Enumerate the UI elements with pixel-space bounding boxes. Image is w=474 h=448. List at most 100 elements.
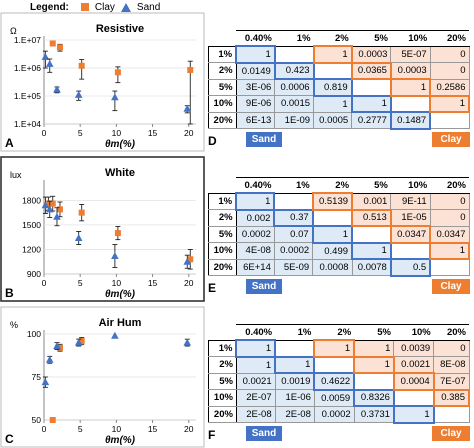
pvalue-cell: 1 <box>429 94 470 113</box>
pvalue-cell: 0.001 <box>351 192 392 210</box>
chart-panel-air-hum: Air Hum% 50 75 100 0 5 10 15 20 θm(%) C <box>0 306 205 448</box>
pvalue-cell: 2E-08 <box>235 405 276 423</box>
pvalue-table: 0.40% 1% 2% 5% 10% 20% 1% 1 1 1 0.0039 0 2% 1 1 1 0.0021… <box>208 324 471 424</box>
pvalue-cell: 0.819 <box>312 78 353 97</box>
row-header: 10% <box>208 389 237 407</box>
pvalue-cell: 0.0003 <box>390 62 431 80</box>
y-axis-label: lux <box>10 170 22 180</box>
column-header: 10% <box>390 30 431 47</box>
sand-tag: Sand <box>246 425 282 441</box>
pvalue-cell <box>390 95 431 113</box>
pvalue-cell: 1 <box>353 339 395 357</box>
pvalue-cell <box>273 192 314 210</box>
pvalue-cell: 1 <box>311 225 354 244</box>
pvalue-cell: 0.0021 <box>393 356 435 374</box>
column-header: 5% <box>351 30 391 47</box>
pvalue-cell: 0.0015 <box>274 95 315 113</box>
column-header: 0.40% <box>236 324 276 341</box>
pvalue-cell: 0.0004 <box>392 372 435 391</box>
y-tick-label: 1.E+06 <box>14 63 41 73</box>
pvalue-cell: 1 <box>429 241 470 260</box>
pvalue-cell: 1 <box>235 192 276 211</box>
pvalue-cell: 2E-08 <box>274 405 315 423</box>
row-header: 2% <box>208 356 237 374</box>
pvalue-cell: 0 <box>429 62 470 80</box>
table-row: 1% 1 0.5139 0.001 9E-11 0 <box>208 192 470 211</box>
pvalue-cell: 1 <box>350 94 392 113</box>
x-tick-label: 20 <box>184 424 194 434</box>
row-header: 5% <box>208 372 237 390</box>
pvalue-cell: 0.0365 <box>350 61 392 80</box>
y-tick-label: 1.E+05 <box>14 91 41 101</box>
column-header: 0.40% <box>236 30 275 47</box>
table-row: 5% 0.0021 0.0019 0.4622 0.0004 7E-07 <box>208 372 470 391</box>
row-header: 10% <box>208 242 237 260</box>
pvalue-cell: 3E-06 <box>235 78 276 96</box>
pvalue-cell: 0.3731 <box>353 405 395 423</box>
y-tick-label: 1800 <box>22 195 41 205</box>
sand-point <box>183 338 192 346</box>
chart-title: Resistive <box>96 23 144 35</box>
pvalue-cell: 0.385 <box>432 388 471 407</box>
column-header: 5% <box>354 324 394 341</box>
pvalue-cell: 0.0021 <box>235 372 276 390</box>
pvalue-cell: 1 <box>235 356 276 374</box>
pvalue-cell <box>433 405 470 423</box>
row-header: 20% <box>208 258 237 276</box>
sand-point <box>41 201 50 209</box>
sand-tag: Sand <box>246 278 282 294</box>
x-tick-label: 0 <box>42 128 47 138</box>
sand-point <box>74 338 83 346</box>
clay-tag: Clay <box>432 278 470 294</box>
pvalue-cell: 0.0002 <box>273 242 314 260</box>
sand-point <box>53 85 61 93</box>
pvalue-cell: 0 <box>433 339 470 357</box>
sand-point <box>45 205 54 213</box>
corner-cell <box>208 177 237 194</box>
pvalue-cell: 1 <box>353 355 395 374</box>
pvalue-cell: 9E-06 <box>235 95 276 113</box>
y-tick-label: 1200 <box>22 244 41 254</box>
pvalue-cell: 0.0059 <box>313 389 355 407</box>
pvalue-cell: 0.37 <box>273 208 314 227</box>
sand-point <box>74 234 83 241</box>
pvalue-cell <box>312 209 353 227</box>
x-tick-label: 0 <box>42 278 47 288</box>
pvalue-cell: 4E-08 <box>235 242 275 260</box>
sand-point <box>53 342 61 350</box>
pvalue-cell: 0.0347 <box>389 225 432 244</box>
column-header: 20% <box>430 177 469 194</box>
pvalue-cell <box>390 242 431 260</box>
clay-point <box>114 230 121 237</box>
pvalue-cell: 0.0008 <box>312 258 353 276</box>
sand-point <box>111 331 119 339</box>
row-header: 2% <box>208 209 237 227</box>
y-tick-label: 75 <box>32 372 42 382</box>
pvalue-cell <box>353 372 395 390</box>
row-header: 1% <box>208 192 237 210</box>
pvalue-cell: 1 <box>313 339 356 358</box>
pvalue-cell: 9E-11 <box>390 192 431 210</box>
pvalue-cell: 0.5139 <box>311 192 354 211</box>
chart-title: White <box>105 167 135 179</box>
column-header: 2% <box>312 177 353 194</box>
pvalue-cell: 0 <box>429 209 470 227</box>
sand-point <box>111 93 119 101</box>
y-axis-label: % <box>10 320 18 330</box>
sand-point <box>41 378 50 386</box>
column-header: 2% <box>314 324 355 341</box>
clay-marker-icon <box>80 3 89 11</box>
y-tick-label: 100 <box>27 329 41 339</box>
pvalue-cell: 0.4622 <box>313 372 356 391</box>
y-tick-label: 1.E+07 <box>14 35 41 45</box>
pvalue-matrix-d: 0.40% 1% 2% 5% 10% 20% 1% 1 1 0.0003 5E-07 0 2% 0.014… <box>208 30 474 148</box>
clay-point <box>187 66 194 73</box>
legend-clay-label: Clay <box>94 1 115 13</box>
sand-point <box>53 212 61 220</box>
column-header: 10% <box>390 177 431 194</box>
x-tick-label: 10 <box>112 424 122 434</box>
table-row: 5% 3E-06 0.0006 0.819 1 0.2586 <box>208 78 470 97</box>
legend-title: Legend: <box>30 1 69 13</box>
pvalue-cell: 8E-08 <box>433 356 470 374</box>
x-tick-label: 20 <box>184 128 194 138</box>
